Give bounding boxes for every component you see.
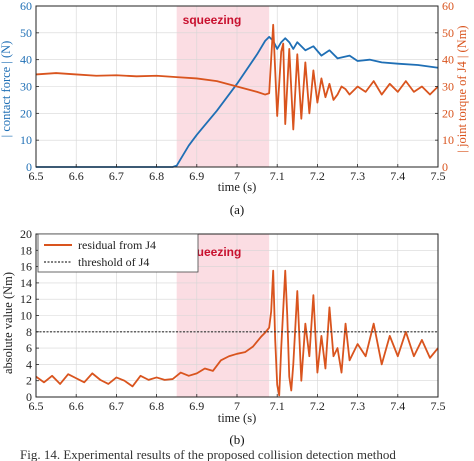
x-tick-label: 7.5 xyxy=(431,169,446,183)
x-tick-label: 6.8 xyxy=(149,169,164,183)
y-tick-label: 40 xyxy=(442,53,454,67)
y-tick-label: 50 xyxy=(20,26,32,40)
y-tick-label: 14 xyxy=(20,276,32,290)
x-tick-label: 7.4 xyxy=(390,399,405,413)
y-tick-labels: 0 2 4 6 8 10 12 14 16 18 20 xyxy=(20,227,39,404)
x-tick-label: 7.3 xyxy=(350,399,365,413)
x-tick-label: 7.1 xyxy=(270,169,285,183)
y-tick-label: 10 xyxy=(20,133,32,147)
x-tick-label: 6.9 xyxy=(189,399,204,413)
x-axis-label: time (s) xyxy=(218,180,257,194)
x-tick-label: 6.5 xyxy=(29,399,44,413)
x-tick-label: 6.7 xyxy=(109,399,124,413)
y-tick-label: 16 xyxy=(20,260,32,274)
y-tick-label: 0 xyxy=(26,160,32,174)
y-tick-label: 60 xyxy=(442,0,454,13)
x-tick-labels: 6.5 6.6 6.7 6.8 6.9 7 7.1 7.2 7.3 7.4 7.5 xyxy=(29,164,446,183)
x-tick-label: 6.5 xyxy=(29,169,44,183)
y-tick-label: 4 xyxy=(26,357,32,371)
y-tick-label: 10 xyxy=(442,133,454,147)
x-tick-label: 6.7 xyxy=(109,169,124,183)
subfigure-label-a: (a) xyxy=(230,202,244,217)
x-tick-label: 7 xyxy=(234,399,240,413)
y-left-tick-labels: 0 10 20 30 40 50 60 xyxy=(20,0,39,174)
x-tick-label: 7.2 xyxy=(310,169,325,183)
legend-entry-threshold: threshold of J4 xyxy=(78,255,149,269)
x-tick-label: 7.2 xyxy=(310,399,325,413)
legend-box xyxy=(37,233,199,273)
y-tick-label: 2 xyxy=(26,374,32,388)
y-tick-label: 20 xyxy=(442,106,454,120)
legend-entry-residual: residual from J4 xyxy=(78,238,156,252)
y-right-tick-labels: 0 10 20 30 40 50 60 xyxy=(435,0,454,174)
y-tick-label: 20 xyxy=(20,227,32,241)
subfigure-label-b: (b) xyxy=(229,432,244,447)
shaded-region-label: squeezing xyxy=(183,13,242,27)
y-tick-label: 40 xyxy=(20,53,32,67)
x-tick-label: 6.9 xyxy=(189,169,204,183)
joint-torque-line xyxy=(35,23,439,131)
x-tick-label: 7.3 xyxy=(350,169,365,183)
x-tick-label: 6.8 xyxy=(149,399,164,413)
x-tick-label: 7.4 xyxy=(390,169,405,183)
y-tick-label: 0 xyxy=(26,390,32,404)
y-tick-label: 18 xyxy=(20,243,32,257)
x-tick-label: 7.5 xyxy=(431,399,446,413)
legend: residual from J4 threshold of J4 xyxy=(37,233,199,273)
y-tick-label: 60 xyxy=(20,0,32,13)
y-tick-label: 20 xyxy=(20,106,32,120)
x-tick-label: 7.1 xyxy=(270,399,285,413)
chart-a: 6.5 6.6 6.7 6.8 6.9 7 7.1 7.2 7.3 7.4 7.5 0 10 20 30 4… xyxy=(0,0,469,217)
y-tick-label: 50 xyxy=(442,26,454,40)
x-tick-label: 6.6 xyxy=(69,399,84,413)
y-tick-label: 6 xyxy=(26,341,32,355)
series-group xyxy=(35,23,439,168)
y-tick-label: 30 xyxy=(442,80,454,94)
y-axis-label: absolute value (Nm) xyxy=(1,272,15,374)
y-tick-label: 12 xyxy=(20,292,32,306)
y-left-axis-label: | contact force | (N) xyxy=(0,41,13,138)
contact-force-line xyxy=(36,35,439,168)
figure-caption: Fig. 14. Experimental results of the pro… xyxy=(20,447,396,461)
y-tick-label: 0 xyxy=(442,160,448,174)
y-right-axis-label: | joint torque of J4 | (Nm) xyxy=(455,25,469,152)
x-tick-label: 6.6 xyxy=(69,169,84,183)
series-group xyxy=(35,269,439,397)
y-tick-label: 10 xyxy=(20,309,32,323)
y-tick-label: 30 xyxy=(20,80,32,94)
x-axis-label: time (s) xyxy=(218,411,257,425)
residual-line xyxy=(35,269,439,397)
x-tick-label: 7 xyxy=(234,169,240,183)
y-tick-label: 8 xyxy=(26,325,32,339)
chart-b: 6.5 6.6 6.7 6.8 6.9 7 7.1 7.2 7.3 7.4 7.5 0 2 4 6 8 10 1… xyxy=(1,227,446,447)
x-tick-labels: 6.5 6.6 6.7 6.8 6.9 7 7.1 7.2 7.3 7.4 7.5 xyxy=(29,394,446,413)
